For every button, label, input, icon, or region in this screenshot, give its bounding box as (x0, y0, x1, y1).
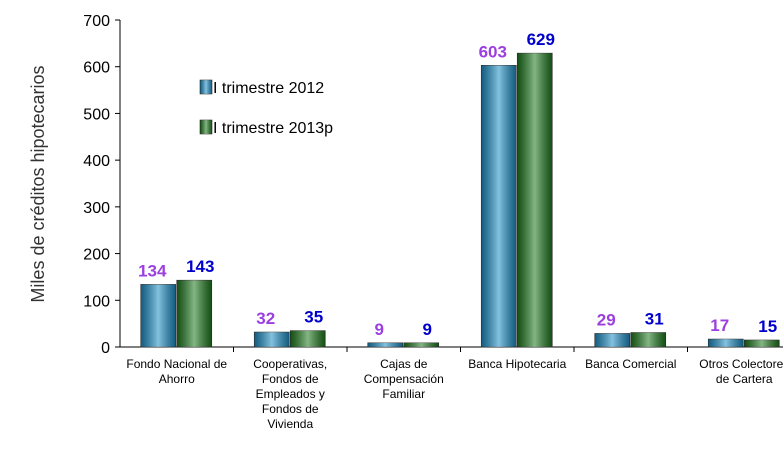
y-tick-label: 700 (83, 13, 110, 30)
bar-shine (254, 332, 290, 347)
bar-shine (290, 330, 326, 347)
value-label: 29 (597, 310, 616, 329)
legend-label: I trimestre 2013p (213, 120, 333, 137)
bar-shine (367, 342, 403, 347)
bar-shine (176, 280, 212, 347)
bar-shine (708, 339, 744, 347)
value-label: 143 (186, 257, 214, 276)
y-tick-label: 500 (83, 106, 110, 123)
legend-shine (200, 120, 212, 134)
bar-shine (140, 284, 176, 347)
value-label: 15 (758, 317, 777, 336)
x-tick-label: Banca Comercial (585, 357, 677, 371)
bar-shine (594, 333, 630, 347)
y-tick-label: 200 (83, 247, 110, 264)
value-label: 9 (423, 320, 432, 339)
value-label: 31 (645, 310, 664, 329)
y-axis-label: Miles de créditos hipotecarios (28, 65, 48, 302)
y-tick-label: 0 (101, 340, 110, 357)
bar-shine (403, 342, 439, 347)
value-label: 32 (256, 309, 275, 328)
x-tick-label: Cajas de Compensación Familiar (363, 357, 444, 401)
x-tick-label: Otros Colectores de Cartera (699, 357, 783, 386)
y-tick-label: 400 (83, 153, 110, 170)
y-tick-label: 300 (83, 200, 110, 217)
legend-label: I trimestre 2012 (213, 80, 324, 97)
y-tick-label: 600 (83, 60, 110, 77)
bar-shine (744, 339, 780, 347)
value-label: 35 (304, 308, 323, 327)
x-tick-label: Fondo Nacional de Ahorro (126, 357, 228, 386)
bar-shine (481, 65, 517, 347)
y-tick-label: 100 (83, 293, 110, 310)
x-tick-label: Cooperativas, Fondos de Empleados y Fond… (253, 357, 328, 431)
legend-shine (200, 80, 212, 94)
value-label: 629 (527, 30, 555, 49)
value-label: 9 (375, 320, 384, 339)
value-label: 134 (138, 261, 167, 280)
bar-shine (630, 332, 666, 347)
value-label: 603 (479, 42, 507, 61)
bar-shine (517, 53, 553, 347)
value-label: 17 (710, 316, 729, 335)
x-tick-label: Banca Hipotecaria (468, 357, 567, 371)
